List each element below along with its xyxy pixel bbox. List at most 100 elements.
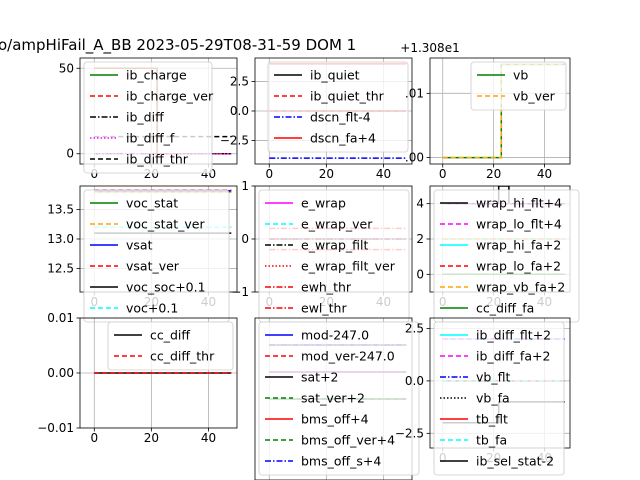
series-line-vb_ver	[442, 63, 565, 159]
legend-box	[267, 61, 409, 153]
legend-entry: sat+2	[301, 370, 339, 385]
legend-entry: e_wrap	[301, 196, 346, 211]
legend-entry: voc_stat_ver	[126, 217, 205, 232]
legend-entry: vb	[513, 68, 528, 83]
legend-entry: ib_sel_stat-2	[476, 454, 554, 469]
y-tick-label: 13.0	[47, 232, 74, 246]
legend: vb vb_ver	[470, 61, 567, 111]
legend: cc_diff cc_diff_thr	[107, 321, 234, 371]
legend-entry: wrap_lo_fa+2	[476, 259, 561, 274]
legend-entry: dscn_fa+4	[310, 131, 376, 146]
legend-entry: ib_diff_thr	[126, 152, 189, 167]
x-tick-label: 0	[90, 431, 98, 445]
subplot-9: 02040−2.50.02.5ib_diff_flt+2ib_diff_fa+2…	[395, 317, 571, 476]
legend-entry: ib_charge_ver	[126, 89, 214, 104]
legend-entry: ewh_thr	[301, 280, 352, 295]
legend-box	[433, 321, 565, 476]
legend-entry: wrap_hi_flt+4	[476, 196, 562, 211]
y-tick-label: 0	[241, 232, 249, 246]
y-tick-label: 2	[416, 232, 424, 246]
axis-offset-label: +1.308e1	[400, 41, 459, 55]
y-tick-label: 50	[59, 61, 74, 75]
legend-entry: vsat_ver	[126, 259, 180, 274]
subplot-3: 0 20 40 .00 .01 +1.308e1 vb vb_ver	[400, 41, 571, 181]
legend-entry: vsat	[126, 238, 153, 253]
y-tick-label: 0	[66, 147, 74, 161]
legend: wrap_hi_flt+4 wrap_lo_flt+4 wrap_hi_fa+2wr…	[433, 189, 580, 323]
y-tick-label: 0.00	[47, 366, 74, 380]
subplot-5: 02040−101e_wrape_wrap_vere_wrap_filte_wr…	[231, 179, 413, 323]
x-tick-label: 20	[319, 167, 334, 181]
y-tick-label: 0.0	[405, 374, 424, 388]
legend-entry: cc_diff_fa	[476, 301, 534, 316]
legend-entry: e_wrap_filt_ver	[301, 259, 396, 274]
legend-entry: ib_diff	[126, 110, 164, 125]
legend: ib_quiet ib_quiet_thr dscn_flt-4 dscn_fa+4	[267, 61, 409, 153]
legend-entry: wrap_vb_fa+2	[476, 280, 565, 295]
y-tick-label: 4	[416, 197, 424, 211]
y-tick-label: −0.01	[37, 421, 74, 435]
legend-entry: vb_fa	[476, 391, 510, 406]
y-tick-label: 0	[416, 267, 424, 281]
x-tick-label: 40	[201, 431, 216, 445]
legend-entry: vb_ver	[513, 89, 556, 104]
legend-box	[470, 61, 567, 111]
legend-entry: ib_quiet	[310, 68, 360, 83]
y-tick-label: .00	[405, 151, 424, 165]
legend-entry: dscn_flt-4	[310, 110, 371, 125]
legend-entry: ib_quiet_thr	[310, 89, 385, 104]
legend-entry: cc_diff	[150, 328, 190, 343]
y-tick-label: 0.0	[230, 104, 249, 118]
y-tick-label: −2.5	[220, 133, 249, 147]
y-tick-label: 1	[241, 179, 249, 193]
y-tick-label: 2.5	[230, 75, 249, 89]
subplot-2: 0 20 40 −2.5 0.0 2.5 ib_quiet ib_quiet_thr dscn_…	[220, 57, 413, 181]
axes-frame	[429, 57, 571, 165]
y-tick-label: 2.5	[405, 321, 424, 335]
y-tick-label: 13.5	[47, 203, 74, 217]
legend-entry: cc_diff_thr	[150, 349, 215, 364]
legend-entry: voc_stat	[126, 196, 178, 211]
legend-entry: bms_off+4	[301, 412, 369, 427]
subplot-7: 0 20 40 −0.01 0.00 0.01 cc_diff cc_diff_thr	[37, 311, 238, 445]
legend-entry: ib_charge	[126, 68, 187, 83]
legend-entry: mod-247.0	[301, 328, 369, 343]
figure-title: o/ampHiFail_A_BB 2023-05-29T08-31-59 DOM…	[0, 36, 356, 55]
legend-box	[83, 61, 213, 174]
subplot-6: 02040024wrap_hi_flt+4wrap_lo_flt+4wrap_h…	[416, 185, 580, 323]
legend-box	[258, 321, 420, 476]
legend-box	[107, 321, 234, 371]
y-tick-label: 0.01	[47, 311, 74, 325]
legend-entry: vb_flt	[476, 370, 510, 385]
subplot-8: 02040mod-247.0mod_ver-247.0sat+2sat_ver+…	[254, 317, 420, 480]
legend-entry: bms_off_ver+4	[301, 433, 395, 448]
subplot-4: 0204012.513.013.5voc_statvoc_stat_vervsa…	[47, 185, 238, 323]
x-tick-label: 0	[265, 167, 273, 181]
legend-entry: voc_soc+0.1	[126, 280, 206, 295]
legend-entry: mod_ver-247.0	[301, 349, 395, 364]
legend-entry: wrap_hi_fa+2	[476, 238, 561, 253]
legend-entry: tb_fa	[476, 433, 507, 448]
x-tick-label: 40	[537, 167, 552, 181]
legend-entry: bms_off_s+4	[301, 454, 381, 469]
legend: ib_charge ib_charge_ver ib_diff ib_diff_fib…	[83, 61, 214, 174]
legend-entry: wrap_lo_flt+4	[476, 217, 562, 232]
x-tick-label: 0	[439, 167, 447, 181]
legend: mod-247.0 mod_ver-247.0 sat+2 sat_ver+2 bms_…	[258, 321, 420, 476]
y-tick-label: −2.5	[395, 426, 424, 440]
legend-entry: e_wrap_filt	[301, 238, 368, 253]
legend-entry: ib_diff_f	[126, 131, 175, 146]
y-tick-label: 12.5	[47, 261, 74, 275]
legend-entry: e_wrap_ver	[301, 217, 373, 232]
legend-entry: ib_diff_flt+2	[476, 328, 551, 343]
y-tick-label: .01	[405, 86, 424, 100]
legend-entry: ib_diff_fa+2	[476, 349, 550, 364]
x-tick-label: 0	[90, 167, 98, 181]
legend-entry: tb_flt	[476, 412, 508, 427]
y-tick-label: −1	[231, 285, 249, 299]
legend-entry: sat_ver+2	[301, 391, 365, 406]
